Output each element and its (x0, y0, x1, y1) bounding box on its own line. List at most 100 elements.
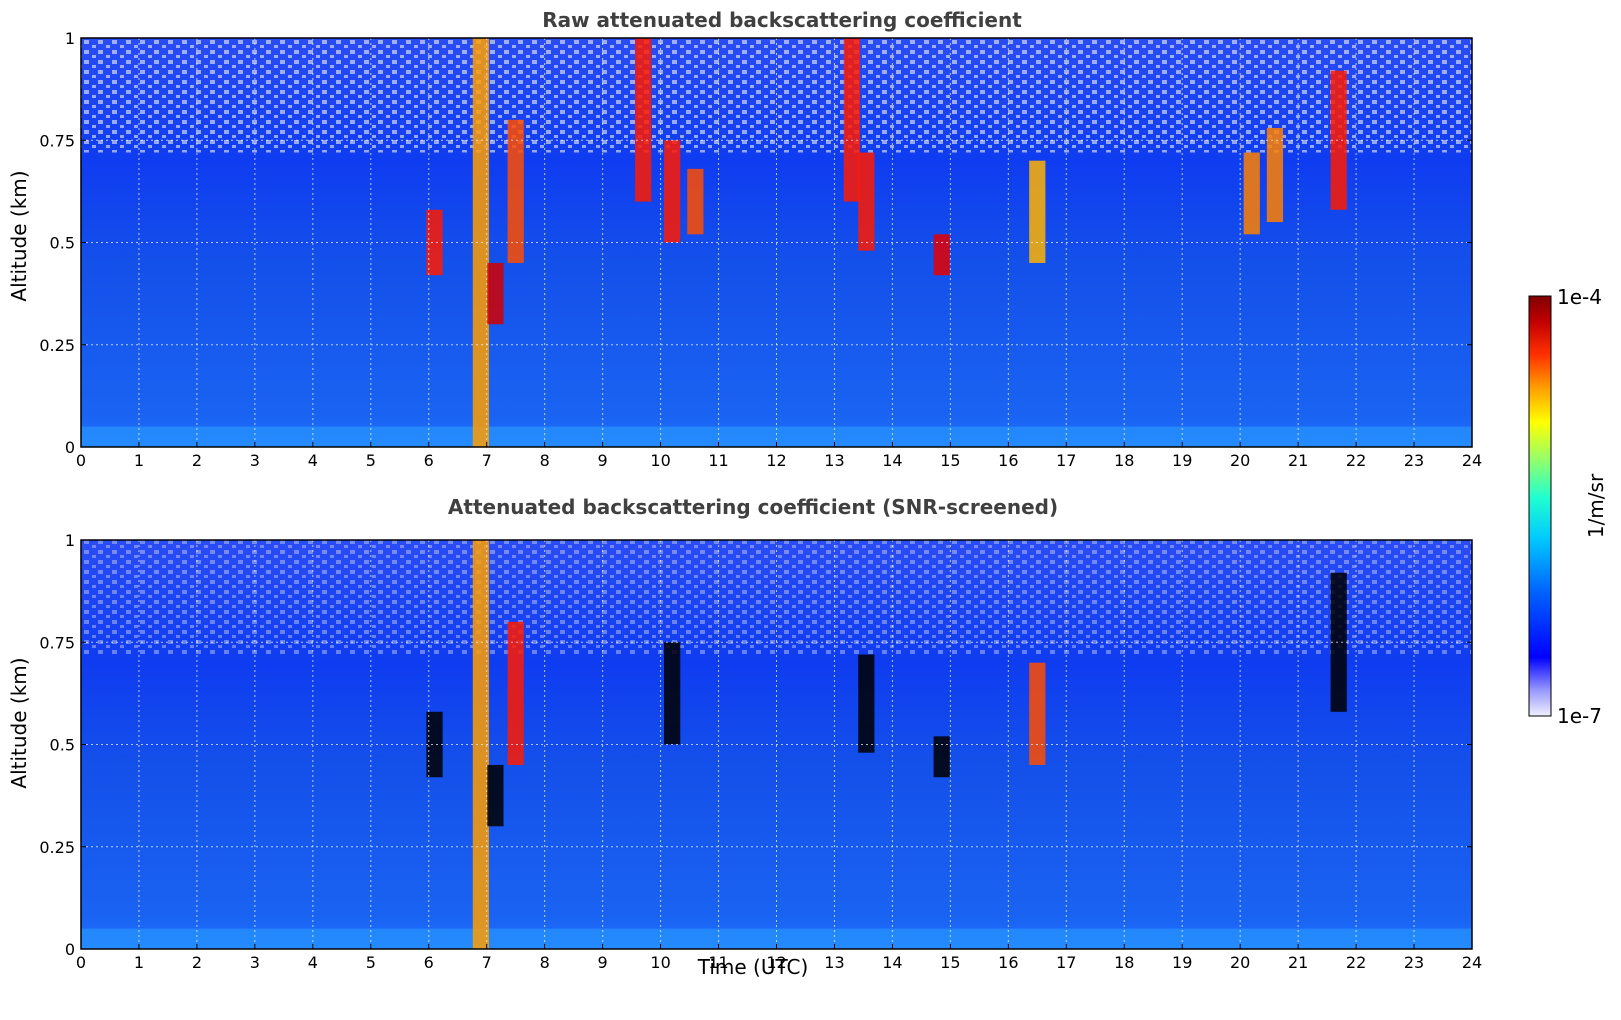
x-tick-label: 22 (1346, 451, 1366, 470)
x-tick-label: 22 (1346, 953, 1366, 972)
x-tick-label: 5 (366, 451, 376, 470)
x-tick-label: 7 (482, 953, 492, 972)
cloud-feature (487, 262, 504, 325)
x-tick-label: 18 (1114, 953, 1134, 972)
x-tick-label: 6 (424, 953, 434, 972)
x-tick-label: 9 (598, 953, 608, 972)
x-tick-label: 17 (1056, 451, 1076, 470)
cloud-feature (843, 38, 860, 202)
x-tick-label: 16 (998, 953, 1018, 972)
y-tick-label: 1 (65, 29, 75, 48)
cloud-feature (426, 209, 443, 276)
cloud-feature (664, 140, 681, 243)
cloud-feature (635, 38, 652, 202)
x-tick-label: 3 (250, 953, 260, 972)
x-tick-label: 0 (76, 451, 86, 470)
noise-region (81, 540, 1472, 655)
y-tick-label: 0 (65, 438, 75, 457)
x-tick-label: 20 (1230, 451, 1250, 470)
y-axis-ticks: 0 0.25 0.5 0.75 1 (39, 29, 1472, 457)
x-tick-label: 10 (650, 953, 670, 972)
x-tick-label: 21 (1288, 953, 1308, 972)
cloud-feature (933, 234, 950, 276)
grid-lines (81, 38, 1472, 447)
colorbar-gradient (1528, 295, 1552, 717)
y-tick-label: 0.5 (50, 736, 75, 755)
x-tick-label: 15 (940, 953, 960, 972)
x-tick-label: 12 (766, 953, 786, 972)
x-tick-label: 11 (708, 953, 728, 972)
y-axis-label: Altitude (km) (7, 170, 31, 301)
panel-title: Attenuated backscattering coefficient (S… (448, 495, 1058, 519)
cloud-feature (507, 119, 524, 263)
noise-region (81, 38, 1472, 153)
x-tick-label: 23 (1404, 451, 1424, 470)
cloud-feature (1243, 152, 1260, 235)
x-tick-label: 1 (134, 451, 144, 470)
surface-layer (81, 928, 1472, 949)
x-axis-label: Time (UTC) (697, 955, 809, 979)
cloud-feature (858, 654, 875, 753)
x-tick-label: 23 (1404, 953, 1424, 972)
x-tick-label: 24 (1462, 953, 1482, 972)
cloud-feature (487, 764, 504, 827)
cloud-feature (1330, 572, 1347, 712)
cloud-feature (1029, 160, 1046, 263)
x-tick-label: 9 (598, 451, 608, 470)
x-tick-label: 20 (1230, 953, 1250, 972)
y-tick-label: 0.25 (39, 336, 75, 355)
x-tick-label: 19 (1172, 953, 1192, 972)
x-tick-label: 10 (650, 451, 670, 470)
x-tick-label: 21 (1288, 451, 1308, 470)
x-tick-label: 19 (1172, 451, 1192, 470)
snr-screened-backscatter-panel: Attenuated backscattering coefficient (S… (7, 495, 1482, 979)
cloud-feature (1029, 662, 1046, 765)
surface-layer (81, 426, 1472, 447)
y-axis-label: Altitude (km) (7, 657, 31, 788)
x-tick-label: 15 (940, 451, 960, 470)
x-tick-label: 14 (882, 953, 902, 972)
x-tick-label: 11 (708, 451, 728, 470)
x-tick-label: 6 (424, 451, 434, 470)
y-axis-ticks: 0 0.25 0.5 0.75 1 (39, 531, 1472, 959)
y-tick-label: 0 (65, 940, 75, 959)
x-tick-label: 18 (1114, 451, 1134, 470)
heatmap-features (426, 38, 1347, 447)
cloud-feature (687, 168, 704, 235)
y-tick-label: 0.25 (39, 838, 75, 857)
x-tick-label: 17 (1056, 953, 1076, 972)
x-tick-label: 12 (766, 451, 786, 470)
x-tick-label: 1 (134, 953, 144, 972)
cloud-feature (933, 736, 950, 778)
x-tick-label: 14 (882, 451, 902, 470)
y-tick-label: 0.75 (39, 131, 75, 150)
x-tick-label: 16 (998, 451, 1018, 470)
cloud-feature (1266, 127, 1284, 223)
cloud-feature (426, 711, 443, 778)
cloud-feature (664, 642, 681, 745)
x-tick-label: 4 (308, 953, 318, 972)
colorbar: 1e-4 1e-7 1/m/sr (1528, 285, 1608, 728)
raw-backscatter-panel: Raw attenuated backscattering coefficien… (7, 8, 1482, 470)
x-axis-ticks: 0 1 2 3 4 5 6 7 8 9 10 11 12 13 14 15 16 17 18 19 20 21 22 23 24 (76, 944, 1482, 972)
x-tick-label: 8 (540, 451, 550, 470)
panel-title: Raw attenuated backscattering coefficien… (542, 8, 1022, 32)
y-tick-label: 0.75 (39, 633, 75, 652)
x-tick-label: 0 (76, 953, 86, 972)
x-tick-label: 13 (824, 451, 844, 470)
cloud-feature (1330, 70, 1347, 210)
x-tick-label: 13 (824, 953, 844, 972)
x-tick-label: 8 (540, 953, 550, 972)
x-axis-ticks: 0 1 2 3 4 5 6 7 8 9 10 11 12 13 14 15 16 17 18 19 20 21 22 23 24 (76, 442, 1482, 470)
x-tick-label: 4 (308, 451, 318, 470)
colorbar-min-label: 1e-7 (1557, 704, 1602, 728)
colorbar-label: 1/m/sr (1584, 473, 1608, 538)
cloud-feature (858, 152, 875, 251)
grid-lines (81, 540, 1472, 949)
y-tick-label: 0.5 (50, 234, 75, 253)
cloud-feature (507, 621, 524, 765)
colorbar-max-label: 1e-4 (1557, 285, 1602, 309)
x-tick-label: 7 (482, 451, 492, 470)
x-tick-label: 3 (250, 451, 260, 470)
